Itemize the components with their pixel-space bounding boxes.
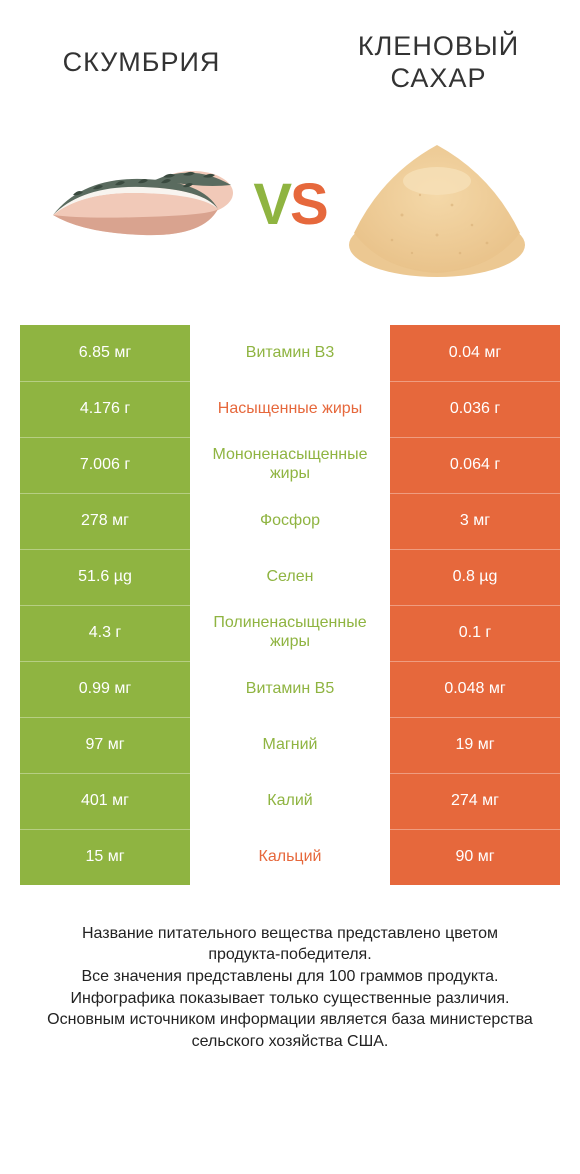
right-value: 19 мг	[390, 717, 560, 773]
table-row: 4.3 гПолиненасыщенные жиры0.1 г	[20, 605, 560, 661]
left-value: 401 мг	[20, 773, 190, 829]
right-value: 0.1 г	[390, 605, 560, 661]
footer-line: Инфографика показывает только существенн…	[45, 988, 535, 1010]
table-row: 401 мгКалий274 мг	[20, 773, 560, 829]
right-value: 0.064 г	[390, 437, 560, 493]
left-value: 97 мг	[20, 717, 190, 773]
left-value: 278 мг	[20, 493, 190, 549]
nutrient-name: Калий	[190, 773, 390, 829]
table-row: 0.99 мгВитамин B50.048 мг	[20, 661, 560, 717]
title-left: СКУМБРИЯ	[20, 46, 263, 78]
footer-line: Название питательного вещества представл…	[45, 923, 535, 966]
nutrient-name: Витамин B3	[190, 325, 390, 381]
mackerel-icon	[43, 145, 243, 265]
product-left-image	[43, 125, 243, 285]
nutrient-name: Витамин B5	[190, 661, 390, 717]
table-row: 97 мгМагний19 мг	[20, 717, 560, 773]
footer-line: Основным источником информации является …	[45, 1009, 535, 1052]
nutrient-name: Фосфор	[190, 493, 390, 549]
footer-text: Название питательного вещества представл…	[20, 923, 560, 1053]
nutrient-name: Кальций	[190, 829, 390, 885]
title-right: КЛЕНОВЫЙ САХАР	[317, 30, 560, 95]
nutrient-name: Насыщенные жиры	[190, 381, 390, 437]
right-value: 0.04 мг	[390, 325, 560, 381]
right-value: 0.8 µg	[390, 549, 560, 605]
table-row: 51.6 µgСелен0.8 µg	[20, 549, 560, 605]
maple-sugar-icon	[342, 125, 532, 285]
nutrient-name: Селен	[190, 549, 390, 605]
right-value: 3 мг	[390, 493, 560, 549]
vs-text: VS	[253, 171, 326, 238]
left-value: 4.3 г	[20, 605, 190, 661]
left-value: 0.99 мг	[20, 661, 190, 717]
nutrient-name: Магний	[190, 717, 390, 773]
left-value: 4.176 г	[20, 381, 190, 437]
table-row: 278 мгФосфор3 мг	[20, 493, 560, 549]
vs-s: S	[290, 171, 327, 238]
right-value: 0.048 мг	[390, 661, 560, 717]
vs-v: V	[253, 171, 290, 238]
infographic: СКУМБРИЯ КЛЕНОВЫЙ САХАР VS	[0, 0, 580, 1092]
table-row: 4.176 гНасыщенные жиры0.036 г	[20, 381, 560, 437]
left-value: 15 мг	[20, 829, 190, 885]
right-value: 90 мг	[390, 829, 560, 885]
nutrient-name: Полиненасыщенные жиры	[190, 605, 390, 661]
product-right-image	[337, 125, 537, 285]
title-row: СКУМБРИЯ КЛЕНОВЫЙ САХАР	[20, 30, 560, 95]
footer-line: Все значения представлены для 100 граммо…	[45, 966, 535, 988]
right-value: 274 мг	[390, 773, 560, 829]
nutrient-name: Мононенасыщенные жиры	[190, 437, 390, 493]
table-row: 15 мгКальций90 мг	[20, 829, 560, 885]
left-value: 6.85 мг	[20, 325, 190, 381]
table-row: 6.85 мгВитамин B30.04 мг	[20, 325, 560, 381]
hero-row: VS	[20, 115, 560, 295]
right-value: 0.036 г	[390, 381, 560, 437]
comparison-table: 6.85 мгВитамин B30.04 мг4.176 гНасыщенны…	[20, 325, 560, 885]
table-row: 7.006 гМононенасыщенные жиры0.064 г	[20, 437, 560, 493]
left-value: 7.006 г	[20, 437, 190, 493]
left-value: 51.6 µg	[20, 549, 190, 605]
